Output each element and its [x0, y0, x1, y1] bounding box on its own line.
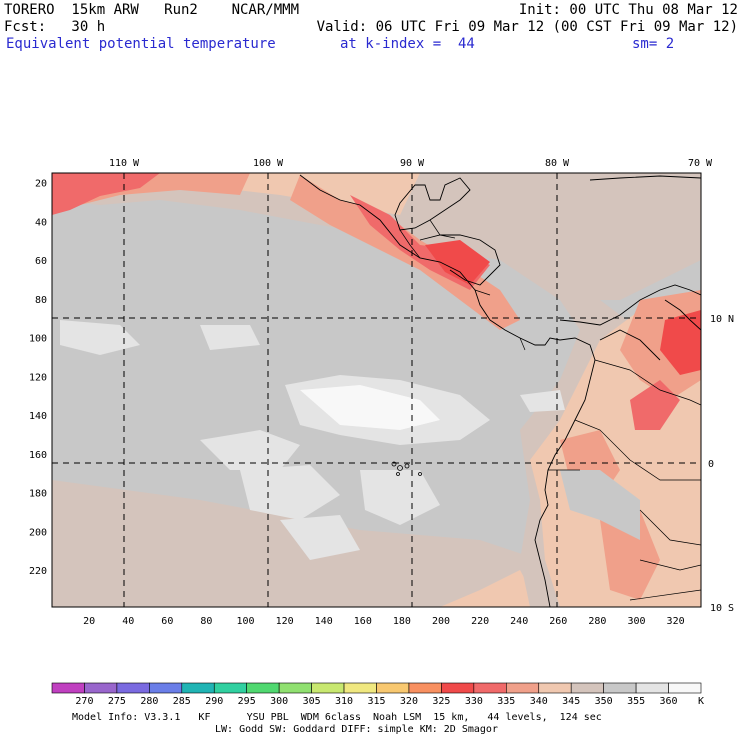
y-tick-label: 40 — [35, 217, 47, 228]
colorbar-label: 360 — [660, 696, 678, 707]
y-tick-label: 140 — [29, 411, 47, 422]
x-tick-label: 20 — [83, 616, 95, 627]
colorbar-label: 300 — [270, 696, 288, 707]
colorbar-swatch — [473, 682, 507, 694]
graticule — [52, 173, 701, 607]
colorbar-label: 305 — [303, 696, 321, 707]
colorbar-label: 275 — [108, 696, 126, 707]
colorbar-label: 325 — [432, 696, 450, 707]
y-tick-label: 180 — [29, 489, 47, 500]
lat-label: 10 S — [710, 603, 734, 614]
x-tick-label: 60 — [161, 616, 173, 627]
lon-label: 80 W — [545, 158, 570, 169]
field-name: Equivalent potential temperature — [6, 36, 276, 52]
latitude-labels: 10 N 0 10 S — [708, 314, 734, 614]
smoothing-label: sm= 2 — [632, 36, 675, 52]
colorbar-label: 340 — [530, 696, 548, 707]
colorbar-swatch — [441, 682, 475, 694]
colorbar-label: 315 — [367, 696, 385, 707]
colorbar-swatch — [538, 682, 572, 694]
lat-label: 10 N — [710, 314, 734, 325]
x-tick-label: 260 — [549, 616, 567, 627]
colorbar-label: 295 — [238, 696, 256, 707]
lat-label: 0 — [708, 459, 714, 470]
x-tick-label: 280 — [588, 616, 606, 627]
colorbar-unit: K — [698, 696, 704, 707]
colorbar-swatch — [570, 682, 604, 694]
x-index-ticks: 20 40 60 80 100 120 140 160 180 200 220 240 260 280 30… — [83, 616, 685, 627]
colorbar-swatch — [149, 682, 183, 694]
model-info: Model Info: V3.3.1 KF YSU PBL WDM 6class… — [72, 712, 602, 723]
colorbar-swatch — [51, 682, 85, 694]
y-tick-label: 20 — [35, 179, 47, 190]
lon-label: 100 W — [253, 158, 284, 169]
colorbar-label: 320 — [400, 696, 418, 707]
colorbar-swatch — [84, 682, 118, 694]
colorbar-label: 355 — [627, 696, 645, 707]
x-tick-label: 220 — [471, 616, 489, 627]
colorbar-swatch — [668, 682, 702, 694]
colorbar-label: 310 — [335, 696, 353, 707]
x-tick-label: 120 — [276, 616, 294, 627]
borders — [399, 219, 701, 601]
x-tick-label: 240 — [510, 616, 528, 627]
colorbar-swatch — [408, 682, 442, 694]
lon-label: 70 W — [688, 158, 713, 169]
y-tick-label: 60 — [35, 256, 47, 267]
colorbar-label: 345 — [562, 696, 580, 707]
colorbar-label: 330 — [465, 696, 483, 707]
valid-time: Valid: 06 UTC Fri 09 Mar 12 (00 CST Fri … — [316, 19, 738, 35]
colorbar-label: 335 — [497, 696, 515, 707]
shaded-field — [52, 173, 701, 607]
y-tick-label: 80 — [35, 295, 47, 306]
colorbar-swatch — [311, 682, 345, 694]
x-tick-label: 300 — [627, 616, 645, 627]
coastlines — [299, 174, 701, 607]
x-tick-label: 160 — [354, 616, 372, 627]
colorbar-swatch — [635, 682, 669, 694]
colorbar-labels: 270 275 280 285 290 295 300 305 310 315 320 325 330 3… — [75, 696, 677, 707]
y-tick-label: 160 — [29, 450, 47, 461]
x-tick-label: 40 — [122, 616, 134, 627]
colorbar-swatch — [278, 682, 312, 694]
y-index-ticks: 220 200 180 160 140 120 100 80 60 40 20 — [29, 179, 47, 578]
y-tick-label: 220 — [29, 566, 47, 577]
colorbar-label: 280 — [140, 696, 158, 707]
lon-label: 110 W — [109, 158, 140, 169]
x-tick-label: 140 — [315, 616, 333, 627]
physics-info: LW: Godd SW: Goddard DIFF: simple KM: 2D… — [215, 724, 498, 735]
init-time: Init: 00 UTC Thu 08 Mar 12 — [518, 2, 738, 18]
x-tick-label: 320 — [667, 616, 685, 627]
x-tick-label: 180 — [393, 616, 411, 627]
x-tick-label: 200 — [432, 616, 450, 627]
y-tick-label: 120 — [29, 372, 47, 383]
colorbar-swatches — [51, 682, 702, 694]
longitude-labels: 110 W 100 W 90 W 80 W 70 W — [109, 158, 713, 169]
colorbar-swatch — [376, 682, 410, 694]
x-tick-label: 100 — [236, 616, 254, 627]
colorbar-swatch — [116, 682, 150, 694]
colorbar-swatch — [603, 682, 637, 694]
lon-label: 90 W — [400, 158, 425, 169]
galapagos-islands — [391, 461, 422, 476]
colorbar-swatch — [246, 682, 280, 694]
colorbar-label: 270 — [75, 696, 93, 707]
y-tick-label: 100 — [29, 334, 47, 345]
forecast-hour: Fcst: 30 h — [4, 19, 106, 35]
theta-e-map: 110 W 100 W 90 W 80 W 70 W 10 N 0 10 S 2… — [29, 158, 734, 627]
k-index-label: at k-index = 44 — [340, 36, 475, 52]
plot-frame — [51, 172, 702, 608]
x-tick-label: 80 — [200, 616, 212, 627]
colorbar-label: 290 — [205, 696, 223, 707]
model-title: TORERO 15km ARW Run2 NCAR/MMM — [4, 2, 300, 18]
colorbar-swatch — [181, 682, 215, 694]
colorbar-swatch — [505, 682, 540, 694]
colorbar-swatch — [343, 682, 377, 694]
colorbar-label: 350 — [595, 696, 613, 707]
colorbar-label: 285 — [173, 696, 191, 707]
colorbar-swatch — [213, 682, 248, 694]
y-tick-label: 200 — [29, 527, 47, 538]
